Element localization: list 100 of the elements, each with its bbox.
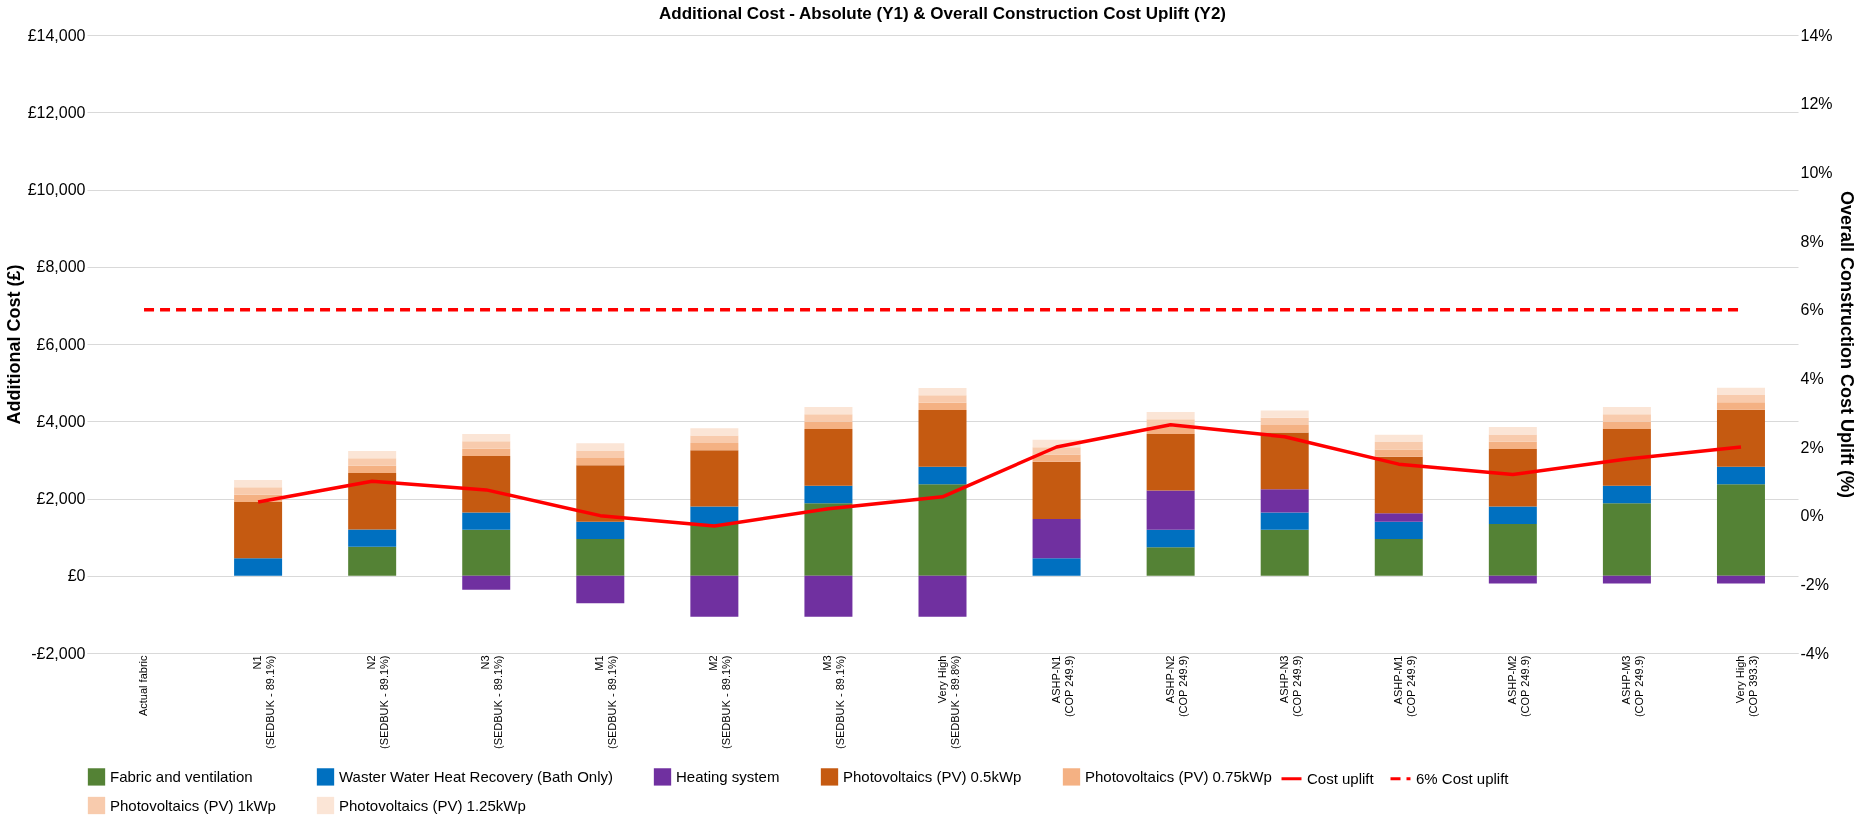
bar [1602, 428, 1651, 486]
bar [1716, 409, 1765, 467]
legend-label: Cost uplift [1307, 769, 1375, 787]
y2-tick-label: 8% [1800, 232, 1824, 250]
y-tick-label: £14,000 [27, 26, 86, 44]
bar [1374, 513, 1423, 522]
bar [804, 428, 853, 486]
y2-tick-label: 14% [1800, 26, 1833, 44]
bar [462, 512, 511, 530]
bar [804, 575, 853, 617]
bar [918, 575, 967, 617]
bar [804, 503, 853, 576]
bar [690, 450, 739, 507]
bar [1602, 406, 1651, 415]
bar [1716, 466, 1765, 485]
x-tick-label: Actual fabric [137, 655, 150, 717]
bar [234, 558, 283, 576]
bar [1146, 411, 1195, 420]
legend-label: Heating system [676, 767, 780, 785]
y-tick-label: £6,000 [36, 335, 86, 353]
legend-label: Waster Water Heat Recovery (Bath Only) [339, 767, 613, 785]
bar [1602, 503, 1651, 576]
bar [1260, 417, 1309, 426]
x-tick-label: ASHP-N1 (COP 249.9) [1049, 655, 1075, 718]
bar [1488, 427, 1537, 435]
bar [1602, 575, 1651, 584]
bar [462, 456, 511, 513]
bar [462, 434, 511, 442]
bar [234, 479, 283, 488]
bar [1488, 449, 1537, 507]
x-tick-label: ASHP-M2 (COP 249.9) [1505, 655, 1531, 718]
bar [1716, 402, 1765, 410]
bar [1374, 442, 1423, 450]
legend-label: Photovoltaics (PV) 1kWp [110, 796, 276, 814]
x-tick-label: N2 (SEDBUK - 89.1%) [365, 655, 391, 750]
bar [1260, 489, 1309, 513]
bar [918, 402, 967, 411]
bar [576, 450, 625, 458]
bar [576, 457, 625, 466]
x-tick-label: M1 (SEDBUK - 89.1%) [593, 655, 619, 750]
bar [804, 414, 853, 422]
bar [348, 465, 397, 474]
bar [1032, 461, 1081, 519]
bar [348, 458, 397, 466]
bar [576, 575, 625, 604]
bar [918, 395, 967, 403]
bar [1602, 414, 1651, 422]
legend-label: Fabric and ventilation [110, 767, 253, 785]
y-tick-label: £12,000 [27, 103, 86, 121]
bar [348, 529, 397, 547]
bar [1374, 449, 1423, 457]
bar [1146, 547, 1195, 576]
y-tick-label: £4,000 [36, 412, 86, 430]
bar [1374, 456, 1423, 514]
x-tick-label: M2 (SEDBUK - 89.1%) [707, 655, 733, 750]
bar [1260, 529, 1309, 576]
bar [1146, 490, 1195, 530]
bar [1716, 394, 1765, 403]
legend-label: Photovoltaics (PV) 0.5kWp [843, 767, 1022, 785]
bar [576, 443, 625, 451]
bar [918, 410, 967, 467]
bar [348, 450, 397, 459]
y2-tick-label: 12% [1800, 95, 1833, 113]
bar [462, 441, 511, 449]
bar [1488, 523, 1537, 576]
bar [918, 388, 967, 396]
bar [462, 575, 511, 590]
y2-tick-label: 4% [1800, 369, 1824, 387]
x-tick-label: N1 (SEDBUK - 89.1%) [251, 655, 277, 750]
chart-title: Additional Cost - Absolute (Y1) & Overall Construction Cost Uplift (Y2) [659, 4, 1226, 23]
bar [690, 442, 739, 451]
bar [804, 485, 853, 504]
y-tick-label: £0 [67, 567, 86, 585]
bar [1032, 454, 1081, 462]
bar [462, 448, 511, 457]
bar [1374, 521, 1423, 540]
bar [462, 529, 511, 576]
x-tick-label: Very High (COP 393.3) [1733, 655, 1759, 718]
bar [1488, 506, 1537, 524]
bar [1260, 432, 1309, 490]
y2-tick-label: 0% [1800, 507, 1824, 525]
y-axis-title: Additional Cost (£) [3, 264, 24, 425]
bar [1488, 575, 1537, 584]
bar [690, 506, 739, 524]
x-tick-label: M3 (SEDBUK - 89.1%) [821, 655, 847, 750]
bar [918, 484, 967, 576]
legend-label: Photovoltaics (PV) 1.25kWp [339, 796, 526, 814]
bar [1374, 539, 1423, 576]
bar [1716, 484, 1765, 576]
line-series [256, 422, 1743, 528]
bar [234, 501, 283, 559]
x-tick-label: ASHP-M1 (COP 249.9) [1391, 655, 1417, 718]
bar [1488, 441, 1537, 450]
x-tick-label: Very High (SEDBUK - 89.8%) [935, 655, 961, 750]
bar [690, 428, 739, 436]
y2-tick-label: 2% [1800, 438, 1824, 456]
bar [1260, 425, 1309, 433]
bar [1146, 529, 1195, 548]
bar [1488, 434, 1537, 442]
y-tick-label: £10,000 [27, 181, 86, 198]
